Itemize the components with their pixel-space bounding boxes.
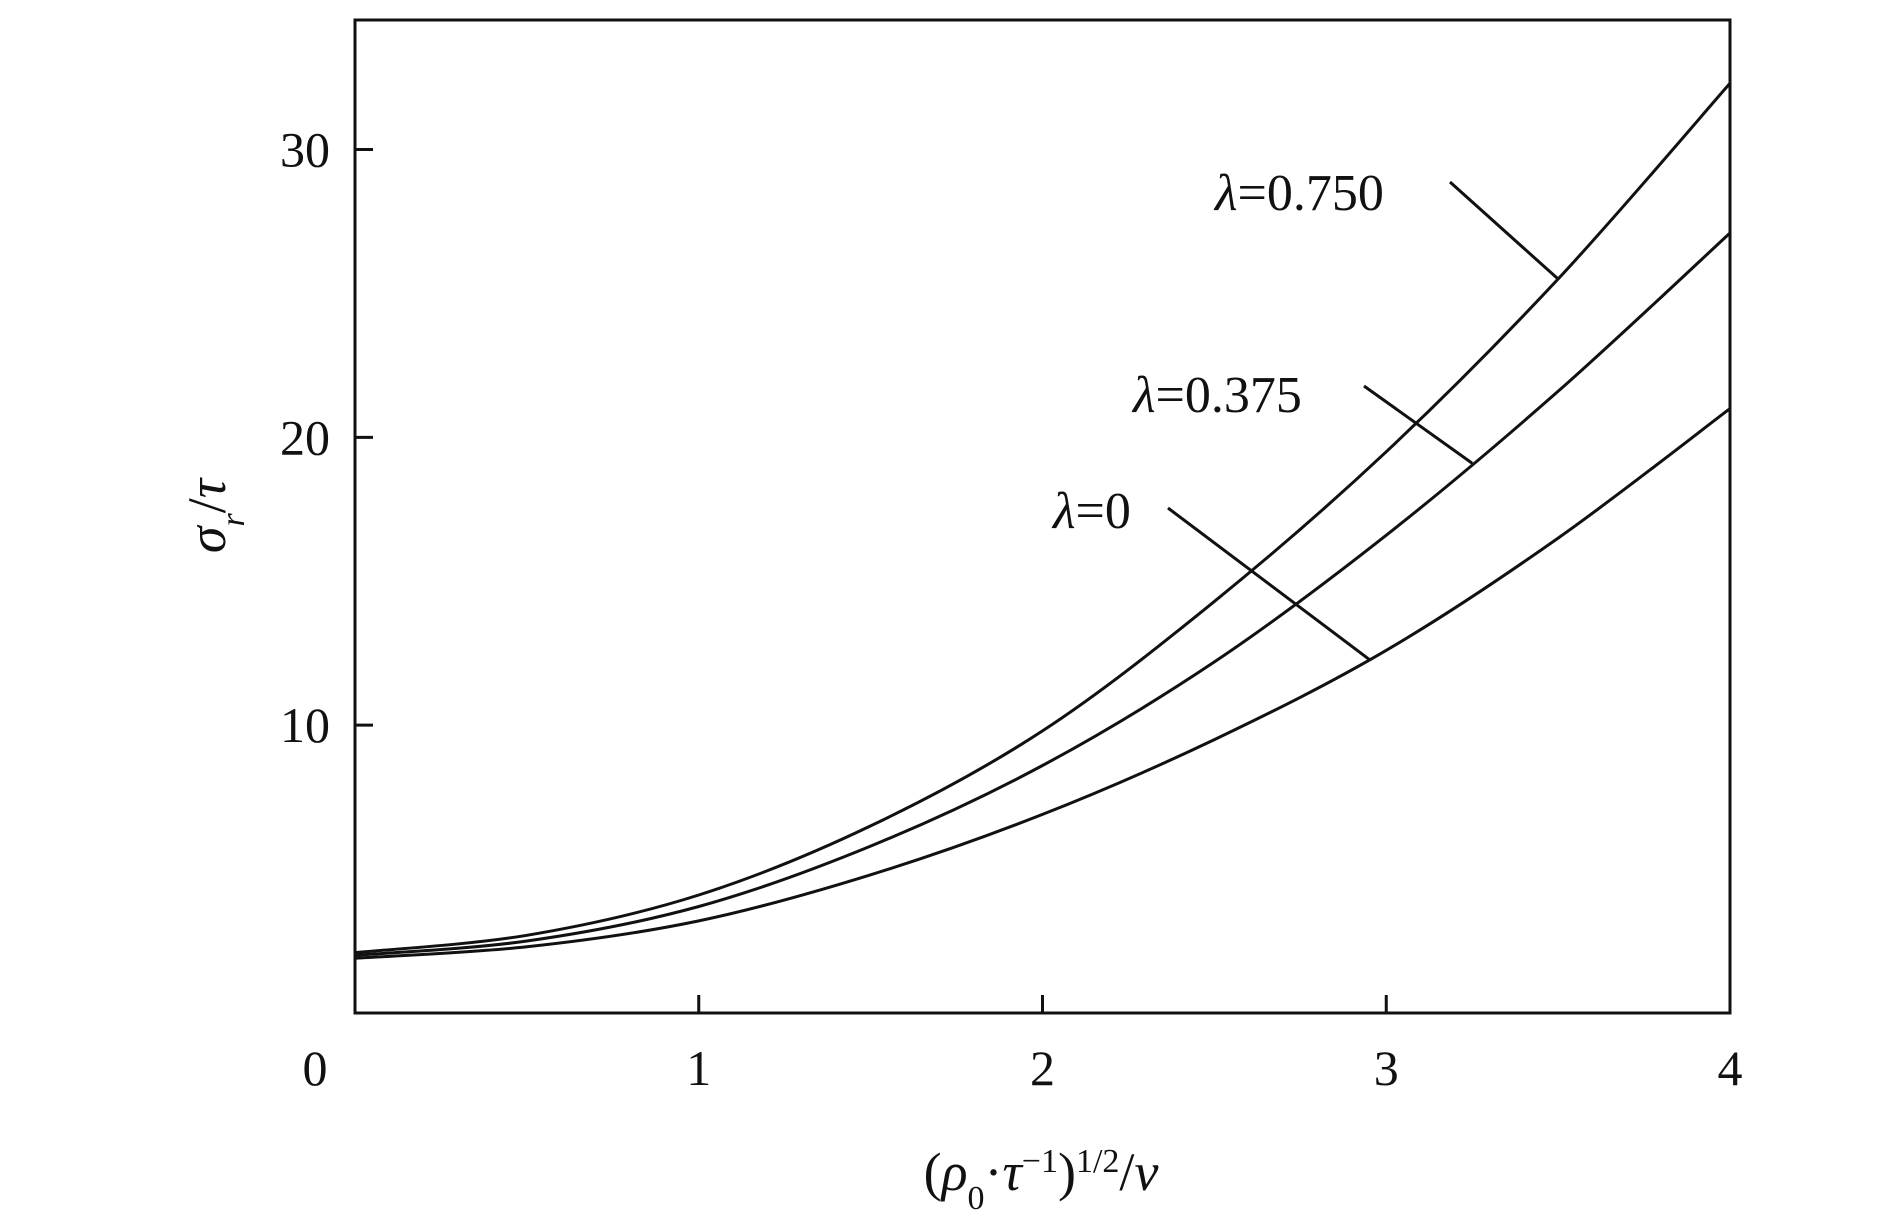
annotation-label: λ=0.375 [1131,367,1302,424]
y-tick-label: 10 [280,697,330,753]
x-tick-label: 1 [686,1040,711,1096]
x-axis-title: (ρ0·τ−1)1/2/v [924,1142,1159,1213]
x-tick-label: 2 [1030,1040,1055,1096]
y-tick-label: 20 [280,409,330,465]
annotation-leader-line [1448,180,1560,281]
plot-frame [353,18,1732,1015]
series-line-2 [354,407,1731,960]
y-tick-label: 30 [280,122,330,178]
annotation-label: λ=0 [1051,483,1131,540]
x-tick-label: 4 [1718,1040,1743,1096]
annotation-leader-line [1363,384,1474,465]
ticks: 0 1 2 3 4 10 20 30 [280,122,1743,1096]
x-tick-label: 3 [1374,1040,1399,1096]
series-line-0 [354,82,1732,955]
y-axis-title: σr/τ [177,477,252,553]
annotation-label: λ=0.750 [1213,165,1384,222]
annotations: λ=0.750 λ=0.375 λ=0 [1051,165,1560,661]
annotation-leader-line [1167,506,1370,661]
series-line-1 [354,231,1732,957]
series-lines [354,82,1732,960]
x-tick-label: 0 [303,1040,328,1096]
